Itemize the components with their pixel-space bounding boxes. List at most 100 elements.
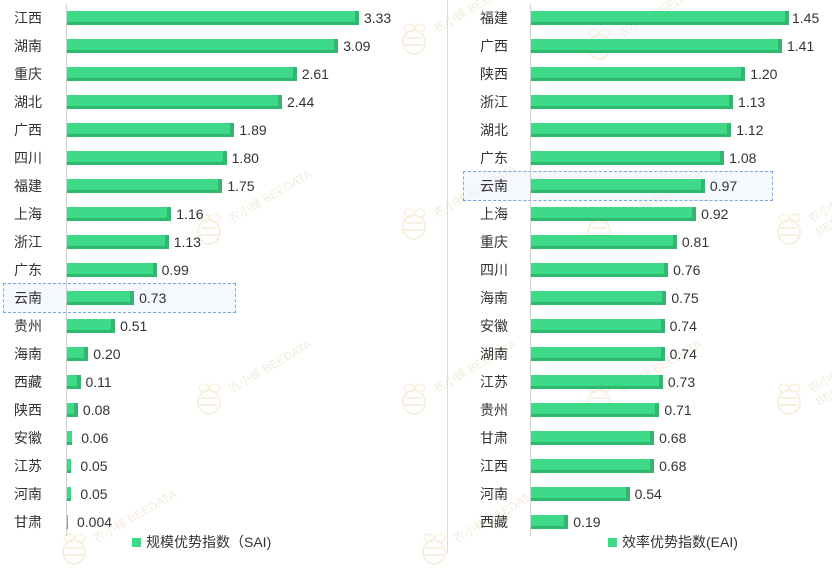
bar-end-cap <box>84 347 89 361</box>
value-label: 0.73 <box>667 374 696 390</box>
bar-shadow <box>67 330 112 333</box>
legend-label: 效率优势指数(EAI) <box>622 534 738 550</box>
bar-end-cap <box>164 235 169 249</box>
bar <box>531 515 569 529</box>
category-label: 江西 <box>14 10 42 26</box>
bar <box>531 347 665 361</box>
category-label: 河南 <box>480 486 508 502</box>
bar-face <box>531 347 661 358</box>
value-label: 0.99 <box>161 262 189 278</box>
bar-face <box>67 431 73 442</box>
bar-end-cap <box>785 11 789 25</box>
bar <box>67 291 135 305</box>
value-label: 0.74 <box>669 346 697 362</box>
bar-face <box>531 515 565 526</box>
bar <box>67 347 89 361</box>
value-label: 0.20 <box>93 346 121 362</box>
bar-face <box>67 207 168 218</box>
bee-watermark <box>400 205 460 250</box>
value-label: 0.08 <box>82 402 111 418</box>
bar-face <box>531 39 778 50</box>
bar <box>531 235 677 249</box>
bar-end-cap <box>625 487 630 501</box>
value-label: 0.74 <box>669 318 697 334</box>
bee-watermark <box>775 380 832 425</box>
bar-shadow <box>531 498 626 501</box>
category-label: 贵州 <box>480 402 508 418</box>
legend-sai: 规模优势指数（SAI) <box>132 532 271 552</box>
watermark-text: 农小蜂 BEEDATA <box>806 195 832 239</box>
watermark-text: 农小蜂 BEEDATA <box>806 365 832 409</box>
bar-shadow <box>531 386 659 389</box>
bar-face <box>531 375 659 386</box>
bar-shadow <box>67 22 355 25</box>
bar-end-cap <box>664 263 669 277</box>
category-label: 福建 <box>480 10 508 26</box>
bar-shadow <box>67 78 293 81</box>
category-label: 江苏 <box>480 374 508 390</box>
bar-shadow <box>531 162 721 165</box>
category-label: 贵州 <box>14 318 42 334</box>
bar-shadow <box>531 134 728 137</box>
value-label: 1.08 <box>729 150 757 166</box>
bar-face <box>67 95 278 106</box>
bar-end-cap <box>277 95 282 109</box>
bar-end-cap <box>650 459 655 473</box>
bar-end-cap <box>564 515 569 529</box>
category-label: 江苏 <box>14 458 42 474</box>
bar-end-cap <box>777 39 782 53</box>
bar-face <box>531 459 651 470</box>
category-label: 云南 <box>480 178 508 194</box>
value-label: 0.71 <box>664 402 692 418</box>
bar-shadow <box>531 470 651 473</box>
bar-shadow <box>67 50 335 53</box>
bar-end-cap <box>650 431 655 445</box>
value-label: 1.16 <box>176 206 204 222</box>
value-label: 0.06 <box>81 430 109 446</box>
bee-logo-icon <box>777 213 801 245</box>
bar-shadow <box>67 498 72 501</box>
y-axis-line-sai <box>66 4 67 536</box>
bar-face <box>531 67 742 78</box>
bee-watermark <box>775 210 832 255</box>
bar-shadow <box>67 414 74 417</box>
value-label: 0.11 <box>85 374 112 390</box>
bar <box>531 403 660 417</box>
category-label: 云南 <box>14 290 42 306</box>
bar <box>531 39 782 53</box>
category-label: 海南 <box>480 290 508 306</box>
bar-end-cap <box>73 403 78 417</box>
category-label: 安徽 <box>480 318 508 334</box>
bar-end-cap <box>222 151 227 165</box>
category-label: 陕西 <box>14 402 42 418</box>
value-label: 0.68 <box>659 458 687 474</box>
bar <box>531 375 663 389</box>
category-label: 四川 <box>14 150 42 166</box>
bar-shadow <box>67 442 73 445</box>
value-label: 0.54 <box>634 486 662 502</box>
value-label: 1.41 <box>786 38 815 54</box>
category-label: 河南 <box>14 486 42 502</box>
bar <box>531 207 697 221</box>
category-label: 广东 <box>480 150 508 166</box>
value-label: 1.45 <box>792 10 820 26</box>
value-label: 0.75 <box>671 290 699 306</box>
value-label: 1.13 <box>737 94 766 110</box>
value-label: 0.004 <box>77 514 113 530</box>
bar-shadow <box>67 218 168 221</box>
bar <box>67 319 116 333</box>
bar-shadow <box>67 470 72 473</box>
bar-face <box>531 151 721 162</box>
bar <box>531 291 667 305</box>
value-label: 0.05 <box>80 458 108 474</box>
bee-watermark <box>400 20 460 65</box>
bar <box>67 375 81 389</box>
category-label: 浙江 <box>14 234 42 250</box>
value-label: 0.81 <box>681 234 710 250</box>
bar-shadow <box>531 330 661 333</box>
bar-face <box>67 67 293 78</box>
category-label: 江西 <box>480 458 508 474</box>
value-label: 0.68 <box>659 430 687 446</box>
bar-end-cap <box>700 179 705 193</box>
bar-face <box>67 515 68 526</box>
